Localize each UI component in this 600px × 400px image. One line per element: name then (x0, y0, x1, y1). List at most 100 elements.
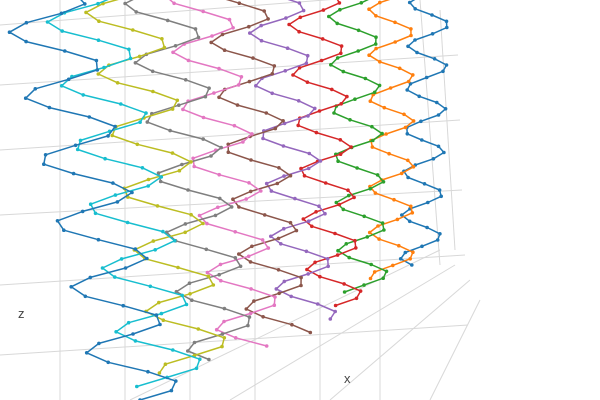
series-3-point-36[interactable] (174, 289, 179, 294)
series-0-point-27[interactable] (96, 237, 101, 242)
series-7-point-7[interactable] (320, 37, 325, 41)
series-7-point-31[interactable] (314, 210, 318, 214)
series-7-point-26[interactable] (302, 174, 307, 178)
series-1-point-41[interactable] (198, 357, 202, 362)
series-7[interactable] (287, 0, 363, 308)
series-5-point-43[interactable] (290, 322, 294, 327)
series-9-point-10[interactable] (367, 53, 371, 57)
series-10-point-36[interactable] (400, 213, 404, 217)
series-1-point-20[interactable] (140, 166, 145, 170)
series-5-point-7[interactable] (209, 40, 213, 45)
series-6-point-25[interactable] (282, 174, 286, 178)
series-10-point-19[interactable] (443, 107, 448, 111)
series-8-point-40[interactable] (369, 262, 374, 267)
series-2-point-29[interactable] (151, 239, 156, 243)
series-6[interactable] (248, 0, 338, 321)
series-9-point-17[interactable] (368, 99, 373, 103)
series-3-point-25[interactable] (218, 196, 222, 201)
series-line-7[interactable] (288, 0, 362, 307)
series-1-point-28[interactable] (172, 238, 177, 243)
series-4-point-43[interactable] (233, 336, 238, 340)
series-3-point-17[interactable] (168, 128, 172, 133)
series-3-point-38[interactable] (222, 306, 227, 311)
series-7-point-3[interactable] (321, 8, 326, 12)
series-7-point-20[interactable] (314, 130, 319, 135)
series-1-point-2[interactable] (96, 1, 100, 6)
series-10-point-41[interactable] (420, 244, 424, 249)
series-10-point-20[interactable] (436, 113, 441, 117)
series-2[interactable] (84, 0, 227, 375)
series-3-point-22[interactable] (156, 171, 161, 175)
series-3-point-18[interactable] (201, 137, 205, 141)
series-2-point-43[interactable] (163, 362, 168, 367)
series-9-point-38[interactable] (377, 237, 381, 241)
series-9-point-31[interactable] (373, 191, 378, 195)
series-2-point-13[interactable] (175, 98, 180, 103)
series-2-point-41[interactable] (220, 344, 224, 349)
series-8-point-5[interactable] (335, 21, 340, 26)
series-1-point-7[interactable] (127, 47, 131, 52)
series-7-point-28[interactable] (346, 188, 350, 192)
series-8-point-14[interactable] (377, 83, 382, 88)
series-10-point-24[interactable] (420, 138, 424, 142)
series-5-point-25[interactable] (275, 181, 280, 186)
series-8-point-29[interactable] (368, 186, 373, 191)
series-8-point-38[interactable] (336, 248, 340, 253)
series-4-point-37[interactable] (249, 287, 253, 291)
series-7-point-10[interactable] (319, 58, 324, 63)
series-10-point-18[interactable] (435, 100, 439, 105)
series-6-point-18[interactable] (282, 121, 287, 126)
series-0[interactable] (7, 0, 178, 400)
series-9-point-22[interactable] (384, 132, 388, 136)
series-5-point-3[interactable] (262, 9, 267, 13)
series-0-point-37[interactable] (131, 332, 135, 336)
series-8-point-35[interactable] (382, 228, 386, 232)
series-8-point-41[interactable] (384, 269, 389, 274)
series-1-point-31[interactable] (100, 266, 105, 270)
series-3-point-42[interactable] (192, 340, 197, 345)
series-7-point-13[interactable] (305, 80, 310, 84)
series-8-point-11[interactable] (329, 63, 333, 67)
series-0-point-18[interactable] (43, 153, 48, 157)
series-10-point-2[interactable] (407, 0, 412, 5)
series-4-point-19[interactable] (241, 140, 245, 144)
series-8-point-27[interactable] (375, 173, 380, 177)
series-9-point-20[interactable] (411, 119, 416, 123)
series-4-point-38[interactable] (273, 295, 277, 299)
series-10-point-25[interactable] (436, 144, 441, 149)
series-0-point-23[interactable] (115, 200, 120, 204)
series-7-point-14[interactable] (330, 87, 334, 92)
series-7-point-17[interactable] (317, 109, 322, 113)
series-9-point-24[interactable] (370, 145, 375, 149)
series-2-point-14[interactable] (170, 107, 175, 111)
series-9-point-14[interactable] (406, 79, 411, 84)
series-8-point-32[interactable] (341, 207, 346, 212)
series-3-point-24[interactable] (186, 188, 190, 192)
series-6-point-40[interactable] (274, 287, 279, 291)
series-8-point-3[interactable] (338, 7, 342, 12)
series-6-point-13[interactable] (254, 84, 258, 88)
series-7-point-42[interactable] (358, 289, 363, 293)
series-1-point-36[interactable] (159, 311, 164, 316)
series-4-point-24[interactable] (247, 181, 251, 185)
series-0-point-15[interactable] (113, 124, 117, 129)
series-1-point-4[interactable] (45, 20, 50, 24)
series-9-point-9[interactable] (374, 46, 378, 51)
series-6-point-11[interactable] (283, 69, 288, 73)
series-5-point-34[interactable] (237, 252, 241, 256)
series-3-point-6[interactable] (196, 35, 201, 40)
series-8-point-44[interactable] (342, 290, 347, 294)
series-1-point-34[interactable] (180, 293, 184, 298)
series-0-point-33[interactable] (83, 294, 88, 299)
series-0-point-43[interactable] (169, 388, 174, 393)
series-2-point-22[interactable] (146, 177, 151, 182)
series-4-point-31[interactable] (260, 238, 265, 242)
series-4-point-17[interactable] (232, 123, 237, 128)
series-0-point-17[interactable] (73, 143, 78, 148)
series-6-point-24[interactable] (306, 166, 311, 171)
series-4-point-34[interactable] (218, 262, 223, 267)
series-6-point-32[interactable] (282, 226, 286, 231)
series-9-point-39[interactable] (397, 243, 401, 248)
series-5-point-30[interactable] (288, 220, 293, 225)
series-9-point-7[interactable] (409, 33, 413, 38)
